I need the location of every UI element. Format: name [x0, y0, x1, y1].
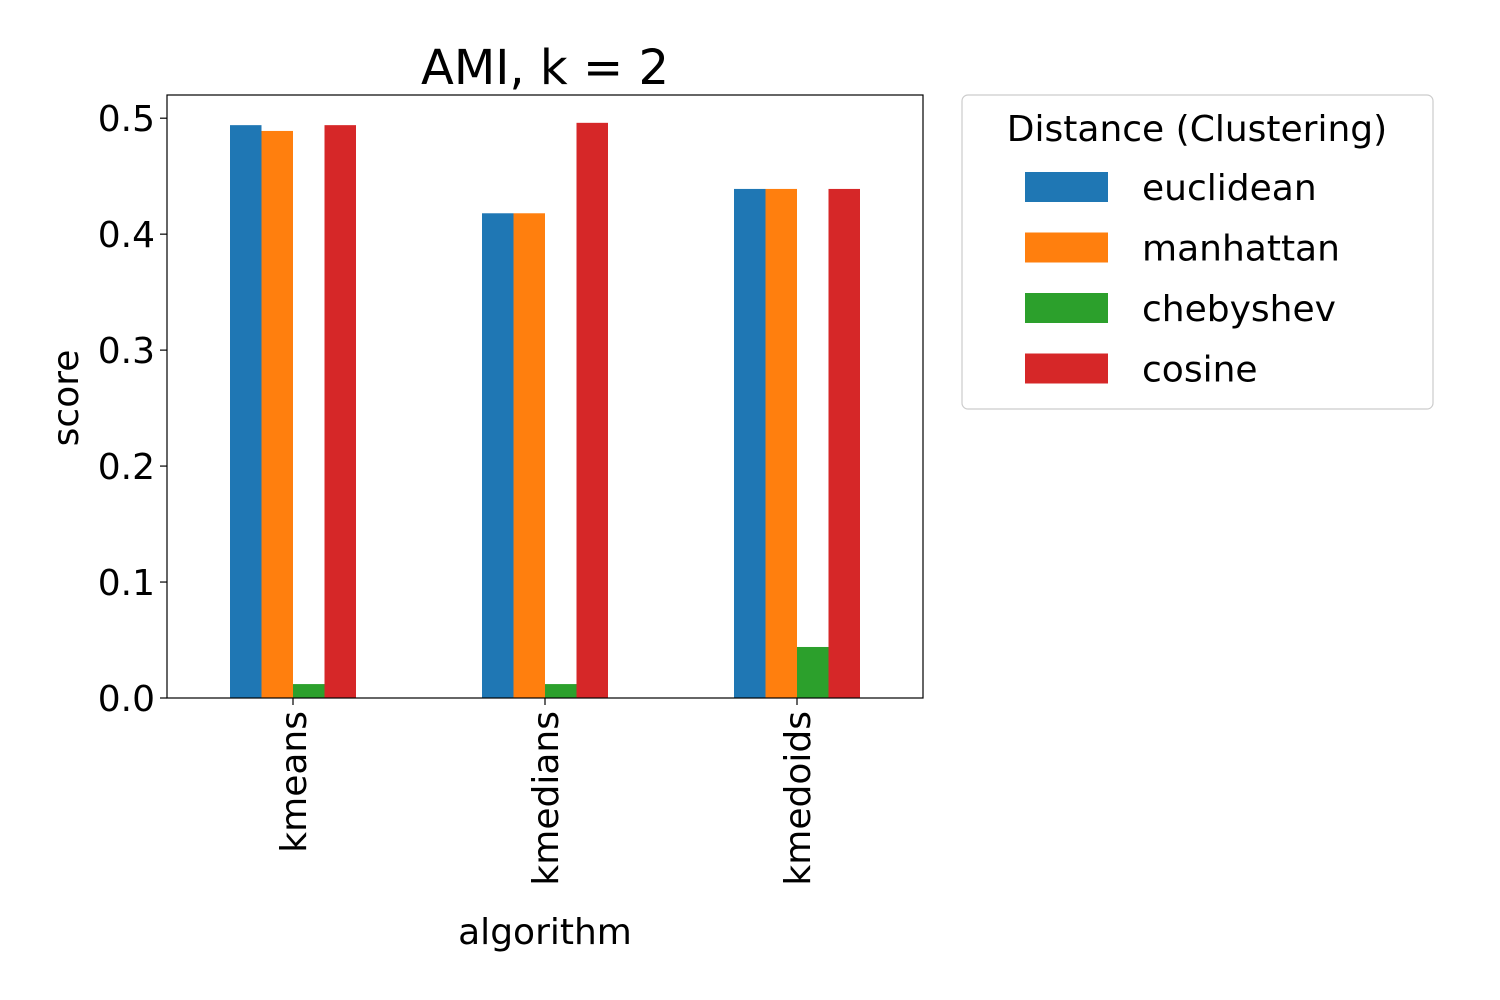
bar-kmedians-manhattan [513, 213, 545, 698]
y-tick-label: 0.5 [98, 99, 155, 140]
bars-group [230, 122, 860, 698]
legend-swatch-chebyshev [1025, 293, 1108, 323]
bar-kmeans-chebyshev [293, 684, 325, 698]
y-axis-label: score [46, 350, 87, 447]
legend: Distance (Clustering) euclidean manhattan… [961, 94, 1434, 410]
bar-kmeans-euclidean [230, 125, 262, 698]
chart-title: AMI, k = 2 [421, 40, 669, 96]
x-tick-label: kmedoids [778, 711, 819, 886]
legend-swatch-manhattan [1025, 232, 1108, 263]
y-tick-label: 0.4 [98, 215, 155, 256]
legend-title: Distance (Clustering) [1007, 109, 1387, 150]
x-tick-label: kmeans [274, 711, 315, 853]
x-axis: kmeans kmedians kmedoids [274, 698, 819, 886]
bar-kmedoids-euclidean [734, 188, 766, 698]
y-tick-label: 0.1 [98, 563, 155, 604]
legend-label-manhattan: manhattan [1142, 229, 1340, 270]
bar-kmedoids-cosine [828, 188, 860, 698]
legend-label-cosine: cosine [1142, 350, 1258, 391]
legend-swatch-cosine [1025, 353, 1108, 384]
legend-label-euclidean: euclidean [1142, 168, 1317, 209]
bar-kmedoids-manhattan [765, 188, 797, 698]
legend-label-chebyshev: chebyshev [1142, 289, 1336, 330]
bar-kmedoids-chebyshev [797, 646, 829, 698]
bar-kmedians-euclidean [482, 213, 514, 698]
legend-items: euclidean manhattan chebyshev cosine [1025, 168, 1340, 391]
x-axis-label: algorithm [458, 912, 632, 953]
bar-kmedians-cosine [576, 122, 608, 698]
x-tick-label: kmedians [526, 711, 567, 886]
y-tick-label: 0.0 [98, 679, 155, 720]
bar-kmeans-cosine [324, 125, 356, 698]
legend-swatch-euclidean [1025, 172, 1108, 202]
y-axis: 0.0 0.1 0.2 0.3 0.4 0.5 [98, 99, 167, 720]
y-tick-label: 0.3 [98, 331, 155, 372]
y-tick-label: 0.2 [98, 447, 155, 488]
bar-kmeans-manhattan [261, 130, 293, 698]
bar-kmedians-chebyshev [545, 684, 577, 698]
